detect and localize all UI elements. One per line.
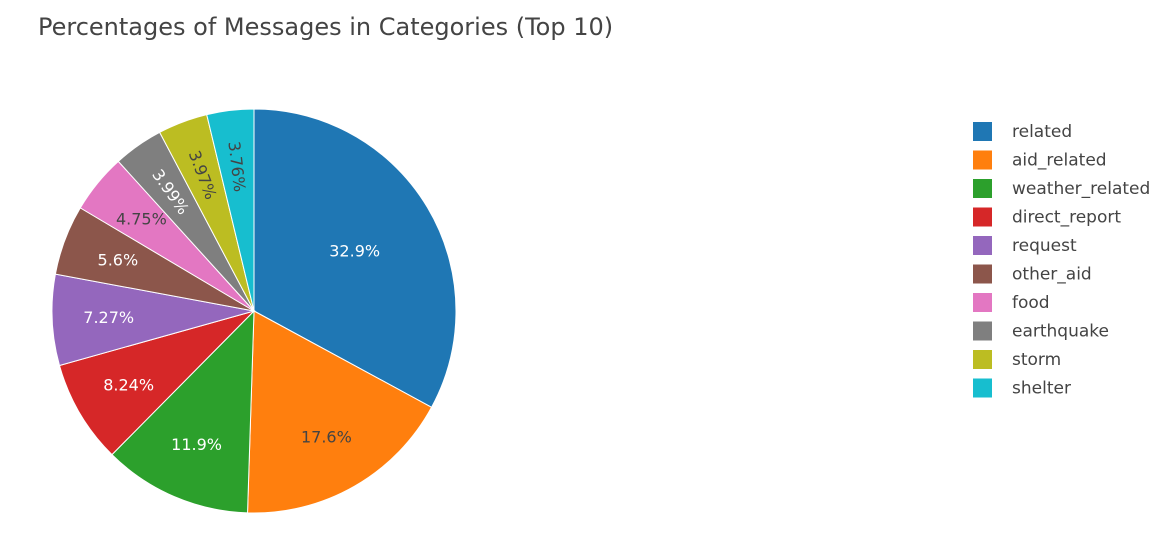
legend-swatch-aid-related[interactable] xyxy=(973,150,992,170)
legend-swatch-earthquake[interactable] xyxy=(973,321,992,341)
legend-label-storm[interactable]: storm xyxy=(1012,350,1061,370)
legend-label-other-aid[interactable]: other_aid xyxy=(1012,265,1092,285)
slice-label-aid-related: 17.6% xyxy=(301,428,352,447)
pie-slice-aid-related[interactable] xyxy=(247,310,433,514)
legend-swatch-storm[interactable] xyxy=(973,350,992,369)
legend-swatch-direct-report[interactable] xyxy=(973,207,992,227)
slice-label-direct-report: 8.24% xyxy=(103,375,154,394)
legend-swatch-other-aid[interactable] xyxy=(973,264,992,284)
slice-label-other-aid: 5.6% xyxy=(98,250,139,269)
legend: related aid_related weather_related direct_… xyxy=(973,122,1150,399)
legend-swatch-shelter[interactable] xyxy=(973,378,992,398)
slice-label-related: 32.9% xyxy=(329,242,380,261)
pie-slice-direct-report[interactable] xyxy=(58,310,256,456)
legend-label-direct-report[interactable]: direct_report xyxy=(1012,208,1121,228)
legend-swatch-weather-related[interactable] xyxy=(973,179,992,198)
pie-slice-weather-related[interactable] xyxy=(111,309,255,514)
legend-swatch-request[interactable] xyxy=(973,236,992,255)
slice-label-request: 7.27% xyxy=(83,308,134,327)
legend-label-weather-related[interactable]: weather_related xyxy=(1012,179,1150,199)
legend-swatch-related[interactable] xyxy=(973,122,992,141)
legend-swatch-food[interactable] xyxy=(973,293,992,312)
legend-label-aid-related[interactable]: aid_related xyxy=(1012,151,1107,171)
legend-label-earthquake[interactable]: earthquake xyxy=(1012,322,1109,342)
chart-title: Percentages of Messages in Categories (T… xyxy=(38,13,613,41)
legend-label-shelter[interactable]: shelter xyxy=(1012,379,1071,399)
slice-label-food: 4.75% xyxy=(116,209,167,228)
pie-slice-shelter[interactable] xyxy=(206,108,255,312)
legend-label-related[interactable]: related xyxy=(1012,122,1072,142)
pie-slices xyxy=(51,108,457,514)
legend-label-food[interactable]: food xyxy=(1012,293,1050,313)
legend-label-request[interactable]: request xyxy=(1012,236,1077,256)
pie-slice-related[interactable] xyxy=(253,108,457,408)
slice-label-weather-related: 11.9% xyxy=(171,435,222,454)
